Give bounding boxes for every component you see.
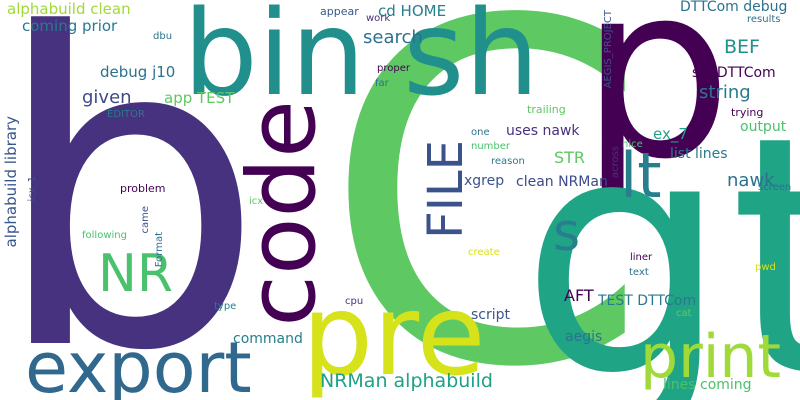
word-trailing: trailing	[527, 104, 566, 115]
word-appear: appear	[320, 6, 359, 17]
word-aft: AFT	[564, 288, 594, 304]
word-editor: EDITOR	[107, 110, 145, 120]
word-proper: proper	[377, 64, 410, 74]
word-string: string	[699, 84, 751, 102]
word-coming-prior: coming prior	[22, 19, 117, 34]
word-ex-7: ex_7	[653, 127, 688, 142]
word-results: results	[747, 15, 781, 25]
word-code: code	[236, 100, 330, 327]
word-src-dttcom: src DTTCom	[692, 66, 776, 80]
word-command: command	[233, 332, 303, 346]
word-one: one	[471, 128, 490, 138]
word-came: came	[141, 206, 151, 234]
word-text: text	[629, 268, 649, 278]
word-across: across	[611, 146, 621, 178]
word-lines-coming: lines coming	[663, 378, 752, 392]
word-alphabuild-clean: alphabuild clean	[7, 2, 131, 17]
word-cpu: cpu	[345, 297, 363, 307]
word-aegis: aegis	[565, 330, 602, 344]
word-icx: icx	[249, 197, 263, 207]
word-screen: screen	[758, 183, 791, 193]
word-bef: BEF	[724, 38, 760, 57]
word-dttcom-debug: DTTCom debug	[680, 0, 787, 14]
word-nice: nice	[622, 140, 643, 150]
word-trying: trying	[731, 107, 763, 118]
word-bin-sh: bin sh	[183, 0, 539, 112]
word-xgrep: xgrep	[464, 174, 504, 188]
word-cat: cat	[676, 309, 692, 319]
word-output: output	[740, 120, 786, 134]
word-str: STR	[554, 150, 585, 166]
word-debug-j10: debug j10	[100, 65, 175, 80]
word-test-dttcom: TEST DTTCom	[598, 294, 696, 308]
word-following: following	[82, 231, 127, 241]
word-s: s	[553, 207, 580, 259]
word-create: create	[468, 248, 500, 258]
word-app-test: app TEST	[164, 91, 234, 106]
word-search: search	[363, 29, 423, 47]
word-list-lines: list lines	[670, 147, 728, 161]
word-given: given	[82, 89, 132, 107]
word-lt: lt	[620, 145, 662, 207]
word-pwd: pwd	[755, 263, 776, 273]
word-far: far	[375, 79, 389, 89]
word-nrman-alphabuild: NRMan alphabuild	[320, 372, 493, 391]
word-work: work	[366, 14, 390, 24]
word-problem: problem	[120, 183, 166, 194]
word-dbu: dbu	[153, 32, 172, 42]
word-liner: liner	[630, 253, 652, 263]
word-export: export	[25, 333, 252, 400]
word-format: Format	[155, 232, 165, 267]
word-clean-nrman: clean NRMan	[516, 175, 608, 189]
word-script: script	[471, 308, 510, 322]
word-number: number	[471, 142, 510, 152]
word-uses-nawk: uses nawk	[506, 124, 580, 138]
word-reason: reason	[491, 157, 525, 167]
word-file: FILE	[422, 140, 470, 239]
word-alphabuild-library: alphabuild library	[4, 116, 19, 248]
word-icx-1: icx_1	[28, 176, 38, 202]
word-aegis-project: AEGIS_PROJECT	[604, 10, 614, 88]
word-type: type	[214, 302, 236, 312]
